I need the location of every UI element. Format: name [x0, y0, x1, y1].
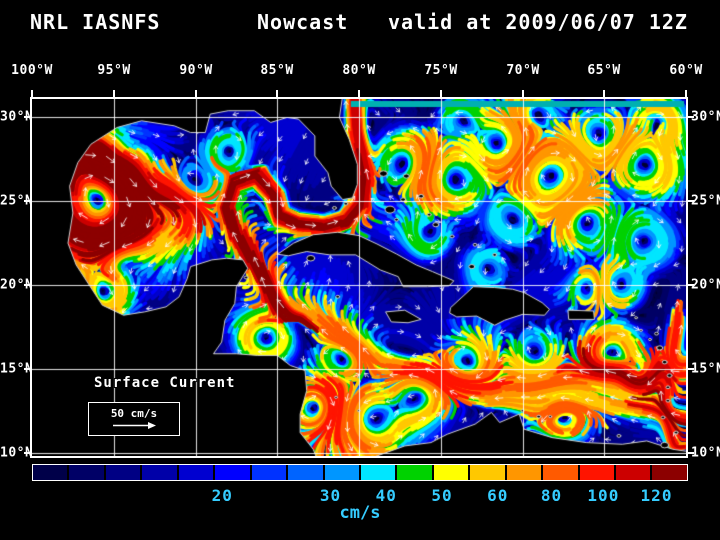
axis-tick	[24, 200, 30, 203]
model-name: NRL IASNFS	[30, 10, 161, 34]
axis-tick	[603, 90, 606, 97]
colorbar-tick-label: 80	[540, 486, 563, 505]
colorbar-segment	[324, 465, 359, 480]
lon-label: 100°W	[11, 63, 53, 78]
axis-tick	[24, 284, 30, 287]
scale-arrow-label: 50 cm/s	[110, 407, 158, 420]
colorbar-segment	[543, 465, 578, 480]
lon-label: 95°W	[97, 63, 131, 78]
lat-label: 20°N	[0, 277, 34, 293]
colorbar-segment	[579, 465, 614, 480]
colorbar-tick-label: 120	[640, 486, 673, 505]
colorbar-segment	[433, 465, 469, 480]
lat-label: 30°N	[0, 109, 34, 125]
axis-tick	[24, 451, 30, 454]
lat-label: 15°N	[0, 361, 34, 377]
colorbar-segment	[251, 465, 287, 480]
colorbar-segments	[33, 465, 687, 480]
axis-tick	[31, 90, 33, 97]
lat-label: 25°N	[691, 193, 720, 209]
lat-label: 15°N	[691, 361, 720, 377]
colorbar-segment	[142, 465, 177, 480]
axis-tick	[439, 90, 442, 97]
colorbar	[32, 464, 688, 481]
lat-label: 20°N	[691, 277, 720, 293]
axis-tick	[24, 116, 30, 119]
map-frame: Surface Current 50 cm/s	[30, 97, 688, 458]
colorbar-unit-label: cm/s	[339, 503, 381, 523]
colorbar-segment	[215, 465, 250, 480]
colorbar-tick-label: 60	[487, 486, 509, 505]
axis-tick	[194, 90, 197, 97]
scale-arrow-icon	[113, 422, 156, 429]
colorbar-segment	[178, 465, 214, 480]
lat-label: 25°N	[0, 193, 34, 209]
lon-label: 65°W	[587, 63, 621, 78]
axis-tick	[688, 367, 694, 370]
valid-time: valid at 2009/06/07 12Z	[388, 10, 688, 34]
axis-tick	[685, 90, 687, 97]
axis-tick	[521, 90, 524, 97]
colorbar-segment	[33, 465, 68, 480]
colorbar-segment	[506, 465, 542, 480]
axis-tick	[688, 284, 694, 287]
lon-label: 80°W	[342, 63, 376, 78]
colorbar-tick-label: 100	[587, 486, 620, 505]
surface-current-label: Surface Current	[94, 375, 236, 391]
colorbar-segment	[616, 465, 651, 480]
current-map	[32, 99, 686, 456]
scale-arrow-box: 50 cm/s	[88, 402, 180, 436]
colorbar-segment	[105, 465, 141, 480]
axis-tick	[688, 116, 694, 119]
lon-label: 60°W	[669, 63, 703, 78]
product-name: Nowcast	[257, 10, 349, 34]
colorbar-segment	[288, 465, 323, 480]
axis-tick	[276, 90, 279, 97]
colorbar-tick-label: 40	[375, 486, 397, 505]
lat-label: 10°N	[691, 445, 720, 461]
colorbar-tick-label: 20	[211, 486, 233, 505]
lat-label: 30°N	[691, 109, 720, 125]
lon-label: 75°W	[424, 63, 458, 78]
axis-tick	[688, 200, 694, 203]
colorbar-tick-label: 30	[319, 486, 342, 505]
axis-tick	[358, 90, 360, 97]
lat-label: 10°N	[0, 445, 34, 461]
lon-label: 85°W	[260, 63, 294, 78]
lon-label: 90°W	[179, 63, 213, 78]
colorbar-tick-label: 50	[431, 486, 453, 505]
axis-tick	[112, 90, 115, 97]
axis-tick	[24, 367, 30, 370]
axis-tick	[688, 451, 694, 454]
colorbar-segment	[470, 465, 505, 480]
colorbar-segment	[652, 465, 687, 480]
colorbar-segment	[69, 465, 104, 480]
colorbar-segment	[360, 465, 396, 480]
lon-label: 70°W	[506, 63, 540, 78]
colorbar-segment	[397, 465, 432, 480]
